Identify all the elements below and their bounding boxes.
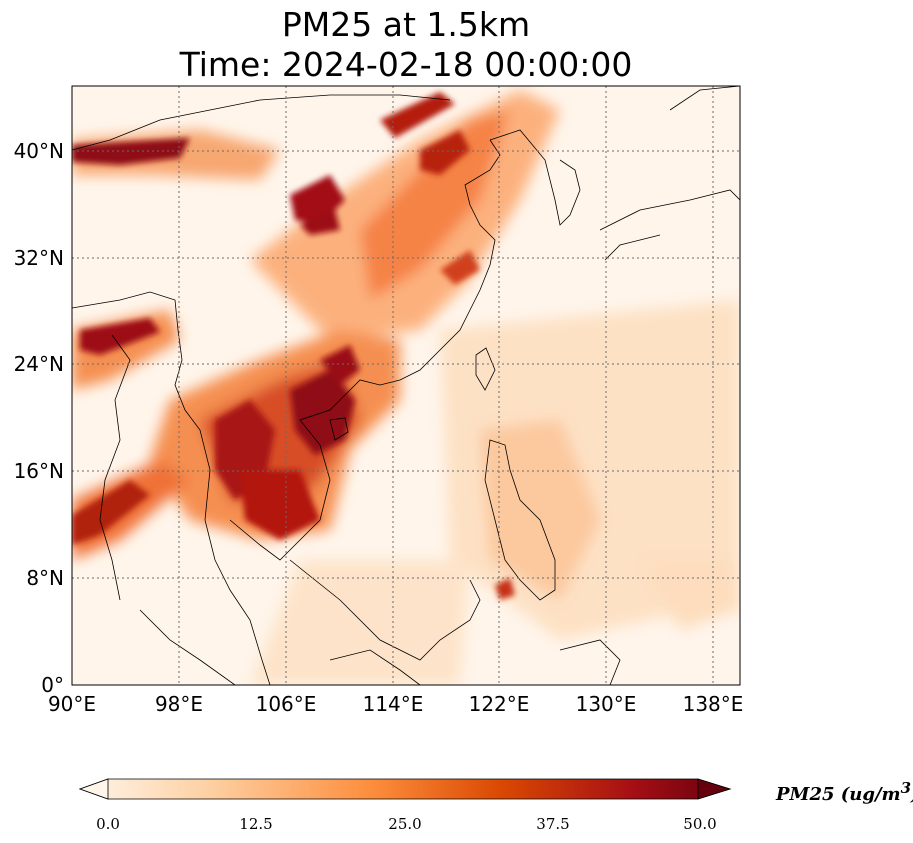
lon-label-98: 98°E xyxy=(154,692,204,716)
colorbar-label-text: PM25 (ug/m xyxy=(776,784,901,805)
map-title-variable: PM25 at 1.5km xyxy=(281,5,531,44)
coastlines xyxy=(72,86,740,685)
lat-label-8: 8°N xyxy=(26,566,64,590)
colorbar-label-sup: 3 xyxy=(900,779,912,797)
lat-label-40: 40°N xyxy=(13,139,64,163)
colorbar-tick-25: 25.0 xyxy=(388,815,422,833)
colorbar-tick-50: 50.0 xyxy=(683,815,717,833)
colorbar xyxy=(78,778,732,800)
colorbar-tick-12-5: 12.5 xyxy=(239,815,273,833)
lat-label-0: 0° xyxy=(41,673,64,697)
colorbar-label: PM25 (ug/m3) xyxy=(776,779,913,805)
lat-label-16: 16°N xyxy=(13,459,64,483)
lon-label-114: 114°E xyxy=(362,692,424,716)
graticule xyxy=(72,86,740,685)
lon-label-106: 106°E xyxy=(255,692,317,716)
colorbar-gradient xyxy=(78,778,732,800)
lon-label-130: 130°E xyxy=(575,692,637,716)
colorbar-extend-max xyxy=(697,778,732,800)
colorbar-tick-37-5: 37.5 xyxy=(536,815,570,833)
colorbar-extend-min xyxy=(78,778,109,800)
colorbar-label-close: ) xyxy=(911,784,913,805)
lon-label-90: 90°E xyxy=(47,692,97,716)
lon-label-122: 122°E xyxy=(468,692,530,716)
colorbar-tick-0: 0.0 xyxy=(96,815,120,833)
lon-label-138: 138°E xyxy=(682,692,744,716)
map-frame xyxy=(71,85,741,686)
lat-label-24: 24°N xyxy=(13,352,64,376)
map-title-time: Time: 2024-02-18 00:00:00 xyxy=(179,45,633,84)
lat-label-32: 32°N xyxy=(13,246,64,270)
pm25-field xyxy=(72,86,740,685)
